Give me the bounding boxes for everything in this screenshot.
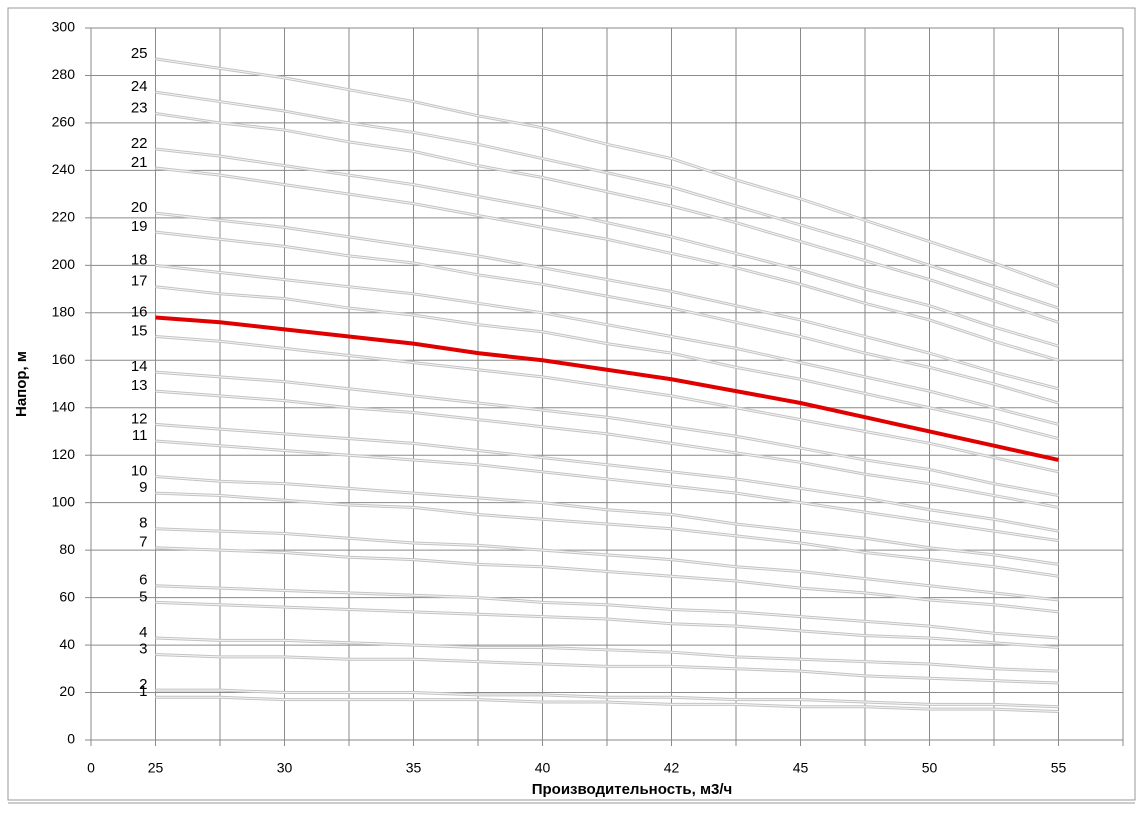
y-tick-label: 0 xyxy=(67,731,75,747)
series-label: 19 xyxy=(131,218,148,235)
series-line-core xyxy=(155,167,1059,361)
series-line-core xyxy=(155,390,1059,508)
series-line-core xyxy=(155,476,1059,565)
y-axis-title: Напор, м xyxy=(13,351,30,417)
series-label: 18 xyxy=(131,251,148,268)
series-label: 20 xyxy=(131,199,148,216)
chart-frame xyxy=(7,7,1136,801)
series-line-core xyxy=(155,528,1059,601)
y-tick-label: 300 xyxy=(52,19,76,35)
series-label: 10 xyxy=(131,463,148,480)
y-tick-label: 20 xyxy=(59,683,75,699)
y-tick-label: 260 xyxy=(52,114,76,130)
series-label: 16 xyxy=(131,304,148,321)
series-line-core xyxy=(155,336,1059,473)
x-tick-label: 42 xyxy=(664,760,680,776)
x-tick-label: 30 xyxy=(277,760,293,776)
y-tick-label: 80 xyxy=(59,541,75,557)
series-label: 23 xyxy=(131,99,148,116)
series-label: 7 xyxy=(139,534,147,551)
series-line-core xyxy=(155,148,1059,347)
series-line-core xyxy=(155,423,1059,532)
y-tick-label: 200 xyxy=(52,256,76,272)
series-label: 14 xyxy=(131,358,148,375)
series-label: 15 xyxy=(131,323,148,340)
series-label: 8 xyxy=(139,515,147,532)
series-line-core xyxy=(155,286,1059,440)
series-line-core xyxy=(155,212,1059,390)
series-line-core xyxy=(155,585,1059,639)
series-label: 9 xyxy=(139,479,147,496)
x-tick-label: 40 xyxy=(535,760,551,776)
y-tick-label: 40 xyxy=(59,636,75,652)
x-tick-label: 55 xyxy=(1051,760,1067,776)
series-line-core xyxy=(155,440,1059,542)
series-line-core xyxy=(155,547,1059,613)
y-tick-label: 280 xyxy=(52,66,76,82)
x-tick-label: 25 xyxy=(148,760,164,776)
series-label: 4 xyxy=(139,624,147,641)
series-line-core xyxy=(155,91,1059,309)
y-tick-label: 220 xyxy=(52,209,76,225)
series-line xyxy=(155,315,1059,462)
series-label: 25 xyxy=(131,45,148,62)
series-line-core xyxy=(155,264,1059,425)
series-label: 6 xyxy=(139,572,147,589)
y-tick-label: 180 xyxy=(52,304,76,320)
series-label: 11 xyxy=(132,427,148,444)
x-axis-title: Производительность, м3/ч xyxy=(532,781,733,798)
series-line-core xyxy=(155,689,1059,708)
y-tick-label: 240 xyxy=(52,161,76,177)
series-line-core xyxy=(155,231,1059,404)
series-label: 17 xyxy=(131,273,148,290)
series-label: 5 xyxy=(139,588,147,605)
y-tick-label: 160 xyxy=(52,351,76,367)
series-label: 2 xyxy=(139,676,147,693)
series-line-core xyxy=(155,112,1059,323)
series-line-core xyxy=(155,601,1059,648)
y-tick-label: 120 xyxy=(52,446,76,462)
x-tick-label: 0 xyxy=(87,760,95,776)
series-line-core xyxy=(155,696,1059,713)
series-line-core xyxy=(155,492,1059,577)
x-tick-label: 50 xyxy=(922,760,938,776)
y-tick-label: 60 xyxy=(59,588,75,604)
series-label: 24 xyxy=(131,78,148,95)
y-tick-label: 100 xyxy=(52,493,76,509)
x-tick-label: 45 xyxy=(793,760,809,776)
series-line-core xyxy=(155,637,1059,672)
series-label: 22 xyxy=(131,135,148,152)
series-label: 13 xyxy=(131,377,148,394)
series-label: 3 xyxy=(139,641,147,658)
y-tick-label: 140 xyxy=(52,398,76,414)
series-label: 21 xyxy=(131,154,148,171)
series-line-core xyxy=(155,654,1059,684)
x-tick-label: 35 xyxy=(406,760,422,776)
series-line-core xyxy=(155,371,1059,497)
series-label: 1 xyxy=(139,683,147,700)
series-label: 12 xyxy=(131,410,148,427)
series-line-core xyxy=(155,58,1059,288)
